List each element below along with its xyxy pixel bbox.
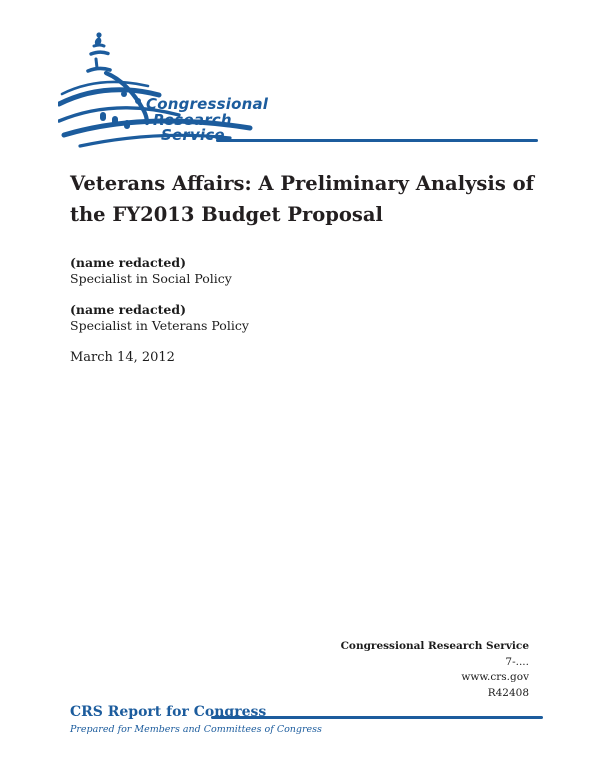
footer-tagline: Prepared for Members and Committees of C… [70,724,322,735]
report-date: March 14, 2012 [70,350,175,365]
footer-phone: 7-.... [505,655,529,668]
footer-org-name: Congressional Research Service [340,640,529,652]
footer-website: www.crs.gov [461,671,529,684]
author-name: (name redacted) [70,302,187,317]
crs-logo-wordmark: Congressional Research Service [146,95,269,144]
author-block: (name redacted) Specialist in Veterans P… [70,302,470,334]
footer-info-block: Congressional Research Service 7-.... ww… [341,639,529,701]
author-role: Specialist in Social Policy [70,271,232,286]
author-block-list: (name redacted) Specialist in Social Pol… [70,255,470,366]
crs-logo: Congressional Research Service [58,28,548,153]
author-name: (name redacted) [70,255,187,270]
footer-report-number: R42408 [487,686,529,699]
author-role: Specialist in Veterans Policy [70,318,249,333]
logo-word-congressional: Congressional [146,95,269,113]
footer-horizontal-rule [211,716,543,719]
logo-word-service: Service [161,126,225,144]
logo-word-research: Research [153,110,232,129]
report-title-line2: the FY2013 Budget Proposal [70,203,383,226]
report-title-line1: Veterans Affairs: A Preliminary Analysis… [70,172,534,195]
report-title: Veterans Affairs: A Preliminary Analysis… [70,168,570,230]
logo-horizontal-rule [216,139,538,142]
capitol-dome-icon [58,32,253,148]
author-block: (name redacted) Specialist in Social Pol… [70,255,470,287]
